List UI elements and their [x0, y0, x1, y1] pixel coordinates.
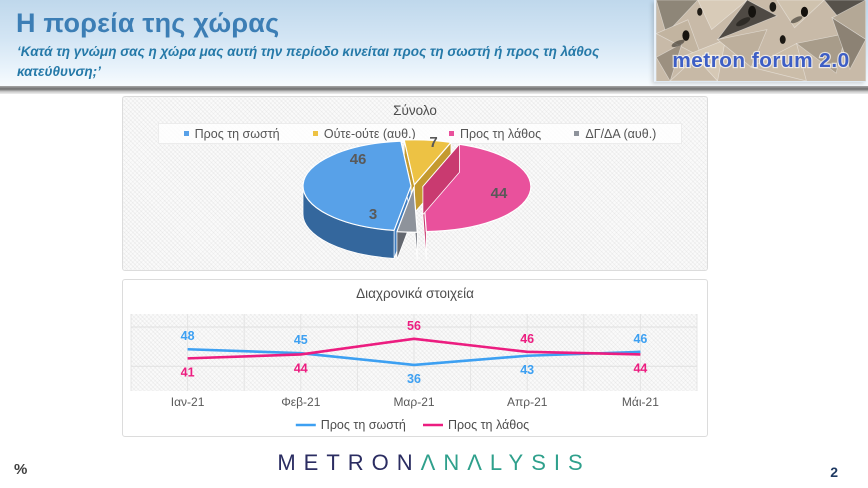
legend-marker-icon	[312, 131, 318, 136]
brand-metron: METRON	[277, 450, 421, 475]
line-panel: Διαχρονικά στοιχεία 48 45 36 43 46 41 44 56 46 44…	[122, 279, 708, 437]
decorative-shape	[716, 29, 768, 68]
axis-label: Απρ-21	[507, 395, 548, 409]
legend-item-label: Προς τη σωστή	[194, 126, 280, 141]
decorative-shape	[669, 56, 719, 81]
brand-logo: METRONΛNΛLYSIS	[0, 450, 868, 476]
legend-item-label: Ούτε-ούτε (αυθ.)	[323, 126, 416, 141]
pie-value-label: 7	[429, 134, 437, 151]
decorative-shape	[790, 16, 803, 24]
pie-legend-item: Προς τη σωστή	[183, 126, 280, 141]
series-value-label: 43	[520, 363, 534, 377]
decorative-shape	[736, 17, 751, 27]
axis-label: Ιαν-21	[171, 395, 205, 409]
decorative-shape	[697, 7, 703, 16]
percent-label: %	[14, 461, 28, 478]
pie-legend-item: ΔΓ/ΔΑ (αυθ.)	[574, 127, 656, 141]
decorative-shape	[750, 42, 807, 81]
series-line	[187, 347, 641, 367]
pie-value-label: 46	[350, 151, 367, 168]
pie-panel-title: Σύνολο	[393, 103, 437, 118]
header: Η πορεία της χώρας ‘Κατά τη γνώμη σας η …	[0, 0, 868, 86]
axis-label: Μάι-21	[622, 395, 659, 409]
people-figures	[671, 1, 809, 48]
line-chart: 48 45 36 43 46 41 44 56 46 44 Ιαν-21 Φεβ-21 Μαρ-21 Απ…	[130, 314, 698, 432]
legend-item-label: Προς τη σωστή	[321, 418, 406, 432]
pie-slice	[396, 186, 418, 233]
legend-item-label: Προς τη λάθος	[459, 126, 542, 141]
legend-marker-icon	[574, 131, 580, 136]
pie-value-label: 44	[491, 185, 508, 202]
series-value-label: 41	[181, 365, 195, 379]
legend-item-label: ΔΓ/ΔΑ (αυθ.)	[585, 126, 657, 141]
metron-forum-image: metron forum 2.0	[654, 0, 866, 82]
decorative-shape	[779, 35, 786, 44]
legend-item-label: Προς τη λάθος	[448, 418, 529, 432]
pie-legend-item: Ούτε-ούτε (αυθ.)	[312, 126, 416, 141]
pie-chart: 46 7 44 3	[302, 134, 532, 261]
legend-marker-icon	[448, 131, 454, 136]
series-value-label: 48	[181, 329, 195, 343]
series-value-label: 56	[407, 319, 421, 333]
decorative-shape	[800, 6, 809, 17]
header-divider	[0, 86, 868, 94]
page-subtitle: ‘Κατά τη γνώμη σας η χώρα μας αυτή την π…	[17, 44, 600, 79]
page-number: 2	[830, 464, 838, 480]
pie-legend-item: Προς τη λάθος	[448, 126, 542, 141]
pie-slice	[302, 140, 412, 232]
axis-label: Φεβ-21	[281, 395, 320, 409]
line-panel-title: Διαχρονικά στοιχεία	[356, 286, 474, 301]
decorative-shape	[831, 16, 866, 71]
decorative-shape	[697, 0, 748, 31]
plaza-triangles	[656, 0, 866, 81]
decorative-shape	[656, 42, 683, 81]
decorative-shape	[776, 0, 825, 29]
series-value-label: 36	[407, 372, 421, 386]
series-value-label: 46	[633, 332, 647, 346]
decorative-shape	[656, 0, 699, 35]
pie-slice	[403, 139, 452, 186]
page-title: Η πορεία της χώρας	[16, 8, 280, 38]
decorative-shape	[769, 1, 777, 12]
decorative-shape	[682, 30, 690, 41]
forum-logo-text: metron forum 2.0	[672, 49, 849, 72]
brand-analysis: ΛNΛLYSIS	[420, 450, 591, 475]
legend-marker-icon	[183, 131, 189, 136]
pie-value-label: 3	[369, 206, 377, 223]
pie-slice-wall	[422, 143, 460, 216]
series-value-label: 44	[294, 361, 308, 375]
footer: % METRONΛNΛLYSIS 2	[0, 442, 868, 488]
pie-panel: Σύνολο Προς τη σωστή Ούτε-ούτε (αυθ.) Προς…	[122, 96, 708, 271]
series-line	[187, 337, 641, 360]
series-value-label: 45	[294, 333, 308, 347]
decorative-shape	[671, 39, 685, 48]
decorative-shape	[795, 33, 847, 74]
series-value-label: 44	[633, 361, 647, 375]
decorative-shape	[748, 5, 757, 18]
axis-label: Μαρ-21	[393, 395, 434, 409]
series-value-label: 46	[520, 332, 534, 346]
